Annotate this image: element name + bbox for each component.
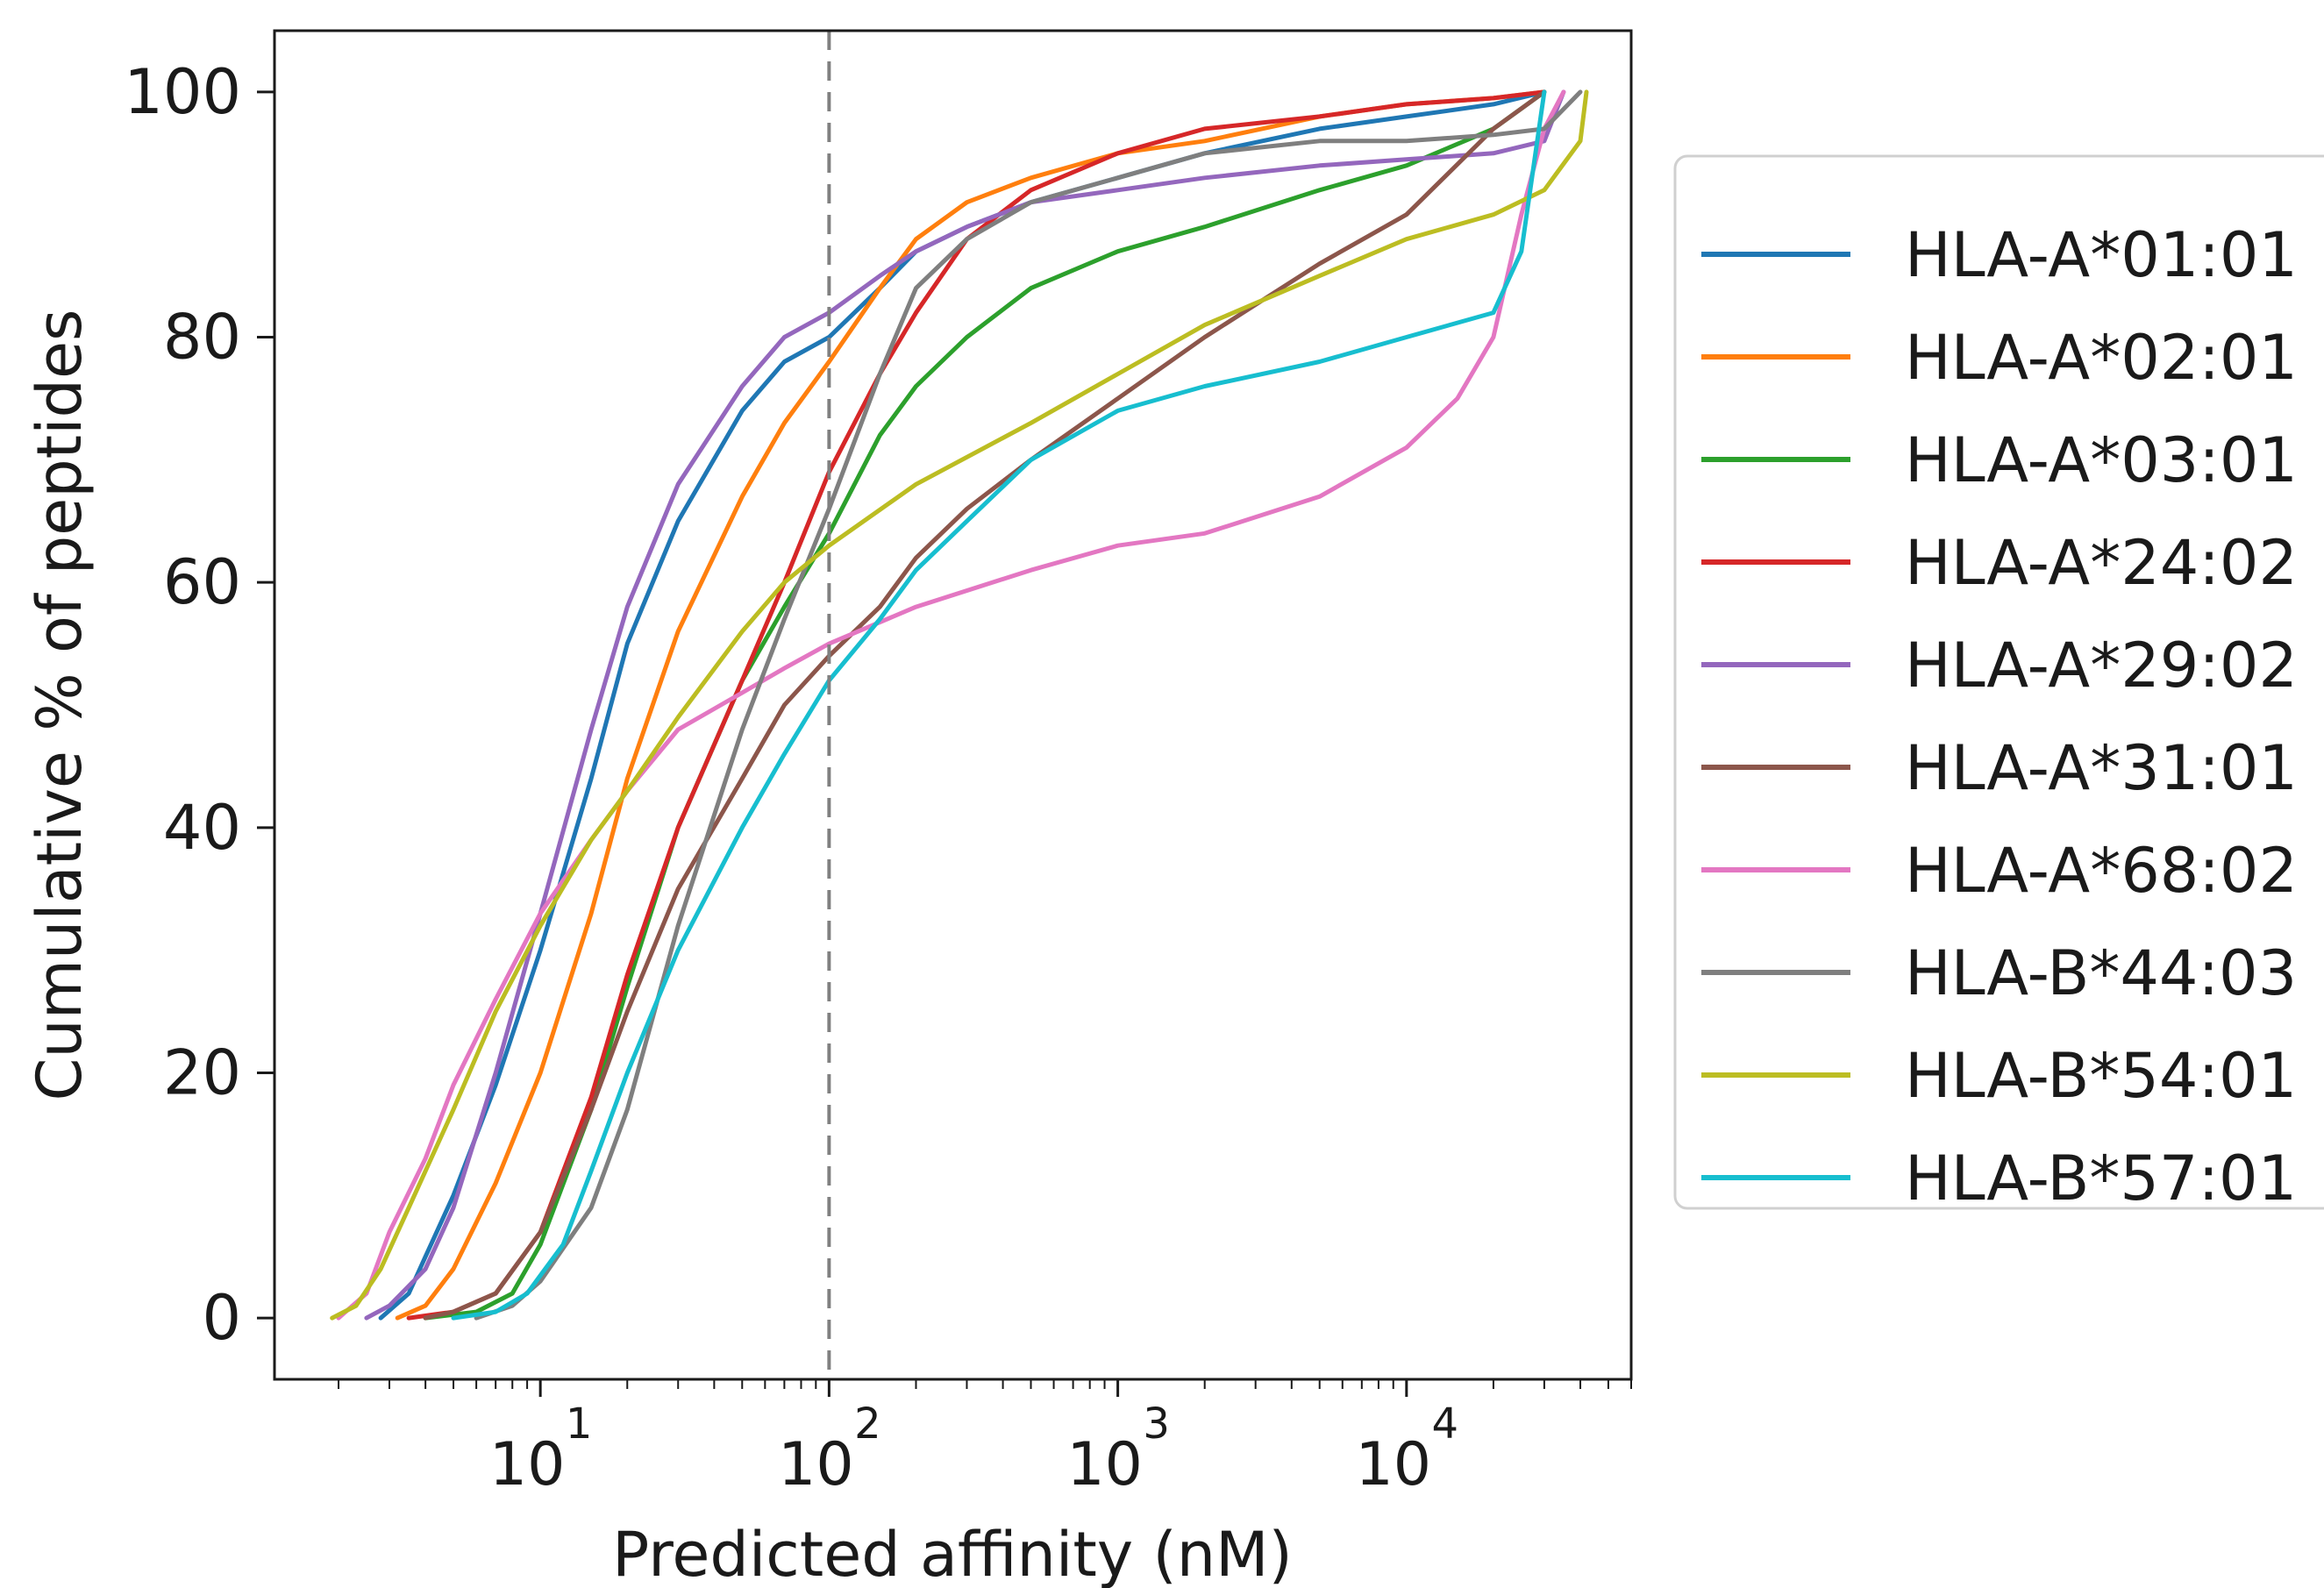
legend-label-8: HLA-B*44:03 bbox=[1905, 937, 2297, 1009]
legend-frame bbox=[1673, 154, 2324, 1210]
legend-label-3: HLA-A*03:01 bbox=[1905, 424, 2298, 496]
legend-label-10: HLA-B*57:01 bbox=[1905, 1143, 2297, 1214]
series-line-9 bbox=[330, 89, 1589, 1321]
series-line-3 bbox=[423, 89, 1547, 1321]
legend: HLA-A*01:01 HLA-A*02:01 HLA-A*03:01 HLA-A*2… bbox=[1673, 154, 2324, 1214]
series-line-8 bbox=[474, 89, 1583, 1321]
y-axis: 0 20 40 60 80 100 bbox=[124, 56, 274, 1354]
series-layer bbox=[330, 89, 1589, 1321]
x-tick-label: 10 bbox=[1356, 1430, 1432, 1499]
x-tick-label: 10 bbox=[778, 1430, 854, 1499]
x-axis-title: Predicted affinity (nM) bbox=[612, 1519, 1293, 1588]
series-line-7 bbox=[336, 89, 1566, 1321]
x-tick-label-exponent: 1 bbox=[566, 1399, 593, 1449]
y-tick-label: 0 bbox=[202, 1282, 241, 1354]
series-line-10 bbox=[451, 89, 1547, 1321]
legend-label-5: HLA-A*29:02 bbox=[1905, 630, 2298, 701]
series-line-2 bbox=[395, 89, 1547, 1321]
y-tick-label: 60 bbox=[163, 546, 241, 618]
x-tick-label: 10 bbox=[489, 1430, 566, 1499]
legend-label-7: HLA-A*68:02 bbox=[1905, 835, 2298, 907]
x-tick-label-exponent: 3 bbox=[1143, 1399, 1170, 1449]
legend-label-1: HLA-A*01:01 bbox=[1905, 219, 2298, 291]
legend-label-9: HLA-B*54:01 bbox=[1905, 1040, 2297, 1112]
x-tick-label-exponent: 2 bbox=[854, 1399, 881, 1449]
y-tick-label: 40 bbox=[163, 792, 241, 864]
y-tick-label: 20 bbox=[163, 1036, 241, 1108]
legend-label-4: HLA-A*24:02 bbox=[1905, 527, 2298, 599]
x-tick-label-exponent: 4 bbox=[1432, 1399, 1459, 1449]
legend-label-6: HLA-A*31:01 bbox=[1905, 732, 2298, 804]
x-tick-label: 10 bbox=[1066, 1430, 1143, 1499]
plot-frame bbox=[273, 29, 1633, 1381]
y-axis-title: Cumulative % of peptides bbox=[24, 309, 96, 1100]
y-tick-label: 80 bbox=[163, 302, 241, 374]
y-tick-label: 100 bbox=[124, 56, 241, 128]
legend-label-2: HLA-A*02:01 bbox=[1905, 322, 2298, 394]
